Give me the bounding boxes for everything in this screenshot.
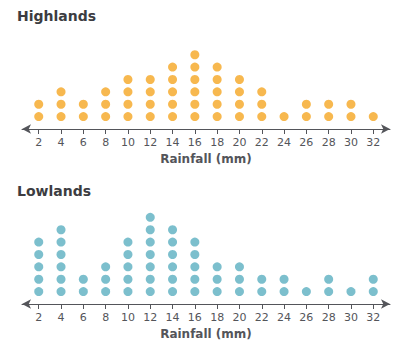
- svg-text:28: 28: [322, 136, 336, 149]
- svg-text:30: 30: [344, 311, 358, 324]
- svg-text:2: 2: [35, 136, 42, 149]
- svg-text:22: 22: [255, 311, 269, 324]
- svg-text:28: 28: [322, 311, 336, 324]
- svg-text:12: 12: [143, 311, 157, 324]
- svg-text:10: 10: [121, 136, 135, 149]
- svg-text:6: 6: [80, 136, 87, 149]
- svg-text:4: 4: [58, 311, 65, 324]
- svg-text:14: 14: [166, 136, 180, 149]
- svg-text:30: 30: [344, 136, 358, 149]
- svg-text:Rainfall (mm): Rainfall (mm): [160, 327, 252, 341]
- svg-text:4: 4: [58, 136, 65, 149]
- svg-text:6: 6: [80, 311, 87, 324]
- svg-text:24: 24: [277, 311, 291, 324]
- svg-text:18: 18: [210, 136, 224, 149]
- svg-text:14: 14: [166, 311, 180, 324]
- svg-text:32: 32: [366, 311, 380, 324]
- svg-text:8: 8: [102, 136, 109, 149]
- svg-text:26: 26: [299, 311, 313, 324]
- svg-text:26: 26: [299, 136, 313, 149]
- svg-text:20: 20: [232, 136, 246, 149]
- svg-text:Lowlands: Lowlands: [17, 183, 91, 199]
- svg-text:Highlands: Highlands: [17, 8, 96, 24]
- svg-text:12: 12: [143, 136, 157, 149]
- svg-text:16: 16: [188, 136, 202, 149]
- svg-text:8: 8: [102, 311, 109, 324]
- svg-text:20: 20: [232, 311, 246, 324]
- svg-text:32: 32: [366, 136, 380, 149]
- svg-text:18: 18: [210, 311, 224, 324]
- svg-text:10: 10: [121, 311, 135, 324]
- svg-text:22: 22: [255, 136, 269, 149]
- svg-text:24: 24: [277, 136, 291, 149]
- svg-text:16: 16: [188, 311, 202, 324]
- svg-text:2: 2: [35, 311, 42, 324]
- svg-text:Rainfall (mm): Rainfall (mm): [160, 152, 252, 166]
